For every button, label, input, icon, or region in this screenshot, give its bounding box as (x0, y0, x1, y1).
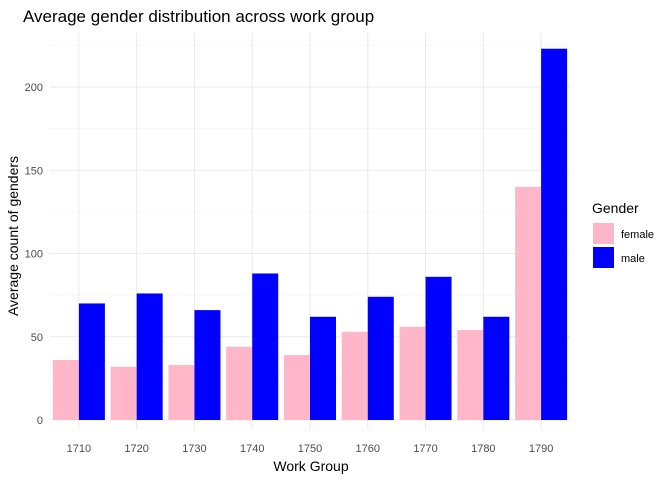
bar-male-1730 (194, 310, 221, 420)
y-axis-title: Average count of genders (5, 156, 21, 316)
x-tick-label: 1710 (67, 443, 91, 455)
y-tick-label: 150 (25, 165, 43, 177)
bar-male-1710 (78, 303, 105, 420)
x-tick-label: 1720 (124, 443, 148, 455)
bar-male-1760 (367, 296, 394, 420)
y-tick-label: 200 (25, 82, 43, 94)
legend-key-female (593, 223, 614, 244)
bar-female-1750 (284, 355, 310, 420)
legend-items: female male (593, 223, 654, 268)
bar-female-1720 (110, 366, 137, 420)
x-tick-label: 1760 (356, 443, 380, 455)
bar-male-1720 (136, 293, 163, 420)
bar-female-1740 (226, 346, 253, 420)
x-tick-label: 1780 (471, 443, 495, 455)
legend-label-female: female (621, 229, 654, 241)
legend-key-male (593, 247, 614, 268)
bar-male-1790 (541, 48, 568, 421)
x-tick-label: 1770 (413, 443, 437, 455)
x-axis-ticks: 1710 1720 1730 1740 1750 1760 1770 1780 1790 (67, 443, 554, 455)
legend-label-male: male (621, 253, 645, 265)
legend: Gender female male (592, 200, 654, 268)
y-tick-label: 100 (25, 249, 43, 261)
x-tick-label: 1750 (298, 443, 322, 455)
bar-male-1740 (252, 273, 279, 420)
x-tick-label: 1790 (529, 443, 553, 455)
x-tick-label: 1740 (240, 443, 264, 455)
x-tick-label: 1730 (182, 443, 206, 455)
bar-male-1780 (483, 316, 510, 420)
bar-female-1770 (399, 326, 426, 420)
x-axis-title: Work Group (273, 458, 348, 474)
y-axis-ticks: 0 50 100 150 200 (25, 82, 43, 427)
chart-title: Average gender distribution across work … (23, 7, 374, 26)
bar-female-1760 (341, 331, 368, 420)
bars (52, 48, 568, 421)
y-tick-label: 0 (37, 415, 43, 427)
bar-female-1710 (52, 360, 79, 420)
bar-male-1770 (425, 276, 452, 420)
bar-male-1750 (310, 316, 336, 420)
bar-female-1730 (168, 365, 195, 420)
legend-title: Gender (592, 200, 639, 216)
y-tick-label: 50 (31, 332, 43, 344)
bar-female-1780 (457, 330, 484, 420)
bar-female-1790 (515, 186, 542, 420)
